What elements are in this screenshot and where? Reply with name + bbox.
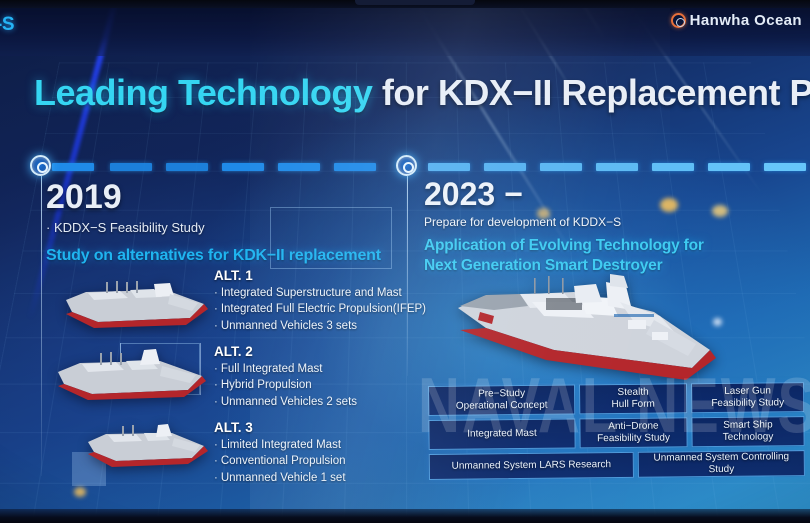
edge-cropped-label: -S [0, 14, 15, 35]
timeline-dash [540, 163, 582, 171]
alt-1-title: ALT. 1 [214, 268, 253, 283]
tech-box-unmanned-system-lars-research[interactable]: Unmanned System LARS Research [428, 451, 634, 480]
bezel-notch [355, 0, 475, 5]
alt-3-line-2: · Conventional Propulsion [214, 455, 346, 468]
tech-box-row-1: Pre−Study Operational Concept Stealth Hu… [428, 382, 805, 416]
timeline-node-2023 [396, 155, 417, 176]
slide-title: Leading Technology for KDX−II Replacemen… [34, 72, 810, 114]
left-headline: Study on alternatives for KDK−II replace… [46, 247, 381, 264]
alt-2-line-2: · Hybrid Propulsion [214, 379, 312, 392]
timeline-stem [41, 176, 42, 476]
tech-box-stealth-hull-form[interactable]: Stealth Hull Form [578, 383, 688, 415]
decorative-outline [270, 207, 392, 269]
timeline-dash [708, 163, 750, 171]
column-2023: 2023 − Prepare for development of KDDX−S… [424, 178, 804, 276]
timeline-stem [407, 176, 408, 376]
timeline-dash [334, 163, 376, 171]
ship-render-alt-1 [58, 278, 210, 334]
alternative-3: ALT. 3 · Limited Integrated Mast · Convent… [214, 420, 346, 486]
timeline-dash [278, 163, 320, 171]
timeline-dash [428, 163, 470, 171]
alt-2-title: ALT. 2 [214, 344, 253, 359]
alt-2-line-1: · Full Integrated Mast [214, 363, 323, 375]
monitor-bezel-bottom [0, 509, 810, 523]
alt-2-line-3: · Unmanned Vehicles 2 sets [214, 395, 358, 408]
ship-render-kddx-s-main [424, 272, 720, 390]
timeline-dash [52, 163, 94, 171]
monitor-bezel-top [0, 0, 810, 8]
right-headline: Application of Evolving Technology for N… [424, 236, 804, 276]
tech-box-unmanned-system-controlling-study[interactable]: Unmanned System Controlling Study [637, 450, 805, 478]
tech-box-grid: Pre−Study Operational Concept Stealth Hu… [428, 382, 805, 484]
timeline-dash [484, 163, 526, 171]
tech-box-label: Integrated Mast [467, 427, 537, 440]
year-2019-subtitle: · KDDX−S Feasibility Study [46, 220, 205, 235]
timeline-strip [0, 155, 810, 176]
tech-box-label: Smart Ship Technology [722, 418, 774, 443]
brand-name: Hanwha Ocean [689, 12, 802, 29]
bokeh-light [74, 487, 86, 497]
timeline-dash [222, 163, 264, 171]
alt-1-line-1: · Integrated Superstructure and Mast [214, 287, 402, 299]
right-headline-line-1: Application of Evolving Technology for [424, 237, 704, 254]
tech-box-label: Pre−Study Operational Concept [455, 387, 548, 412]
ship-render-alt-3 [82, 422, 210, 472]
ship-render-alt-2 [50, 348, 208, 406]
year-2019: 2019 [46, 178, 122, 216]
right-headline-line-2: Next Generation Smart Destroyer [424, 256, 663, 274]
tech-box-label: Laser Gun Feasibility Study [711, 384, 785, 410]
alternative-1: ALT. 1 · Integrated Superstructure and Ma… [214, 268, 426, 334]
timeline-dash [596, 163, 638, 171]
tech-box-integrated-mast[interactable]: Integrated Mast [428, 418, 576, 450]
timeline-dash [652, 163, 694, 171]
tech-box-label: Unmanned System Controlling Study [653, 450, 790, 476]
alt-1-line-3: · Unmanned Vehicles 3 sets [214, 319, 358, 332]
tech-box-label: Unmanned System LARS Research [451, 458, 612, 472]
title-highlight: Leading Technology [34, 72, 373, 113]
tech-box-label: Anti−Drone Feasibility Study [597, 420, 671, 445]
tech-box-label: Stealth Hull Form [611, 386, 655, 411]
tech-box-smart-ship-technology[interactable]: Smart Ship Technology [691, 416, 805, 448]
tech-box-anti-drone-feasibility-study[interactable]: Anti−Drone Feasibility Study [579, 417, 688, 449]
timeline-dash [764, 163, 806, 171]
ship-connector [200, 343, 201, 395]
alternative-2: ALT. 2 · Full Integrated Mast · Hybrid Pro… [214, 344, 357, 410]
alt-3-line-3: · Unmanned Vehicle 1 set [214, 471, 346, 484]
alt-3-line-1: · Limited Integrated Mast [214, 439, 342, 451]
alt-1-line-2: · Integrated Full Electric Propulsion(IFE… [214, 303, 427, 316]
year-2023: 2023 − [424, 176, 523, 212]
brand-logo: Hanwha Ocean [670, 12, 802, 29]
timeline-node-2019 [30, 155, 51, 176]
year-2023-subtitle: Prepare for development of KDDX−S [424, 215, 622, 229]
timeline-dash [110, 163, 152, 171]
alt-3-title: ALT. 3 [214, 420, 253, 435]
hanwha-circle-logo-icon [670, 13, 686, 28]
tech-box-row-3: Unmanned System LARS Research Unmanned S… [428, 450, 805, 480]
tech-box-pre-study-operational-concept[interactable]: Pre−Study Operational Concept [428, 384, 576, 416]
column-2019: 2019 · KDDX−S Feasibility Study Study on… [46, 180, 426, 265]
timeline-dash [166, 163, 208, 171]
title-rest: for KDX−II Replacement Project [381, 72, 810, 113]
tech-box-laser-gun-feasibility-study[interactable]: Laser Gun Feasibility Study [690, 382, 805, 414]
tech-box-row-2: Integrated Mast Anti−Drone Feasibility S… [428, 416, 805, 450]
